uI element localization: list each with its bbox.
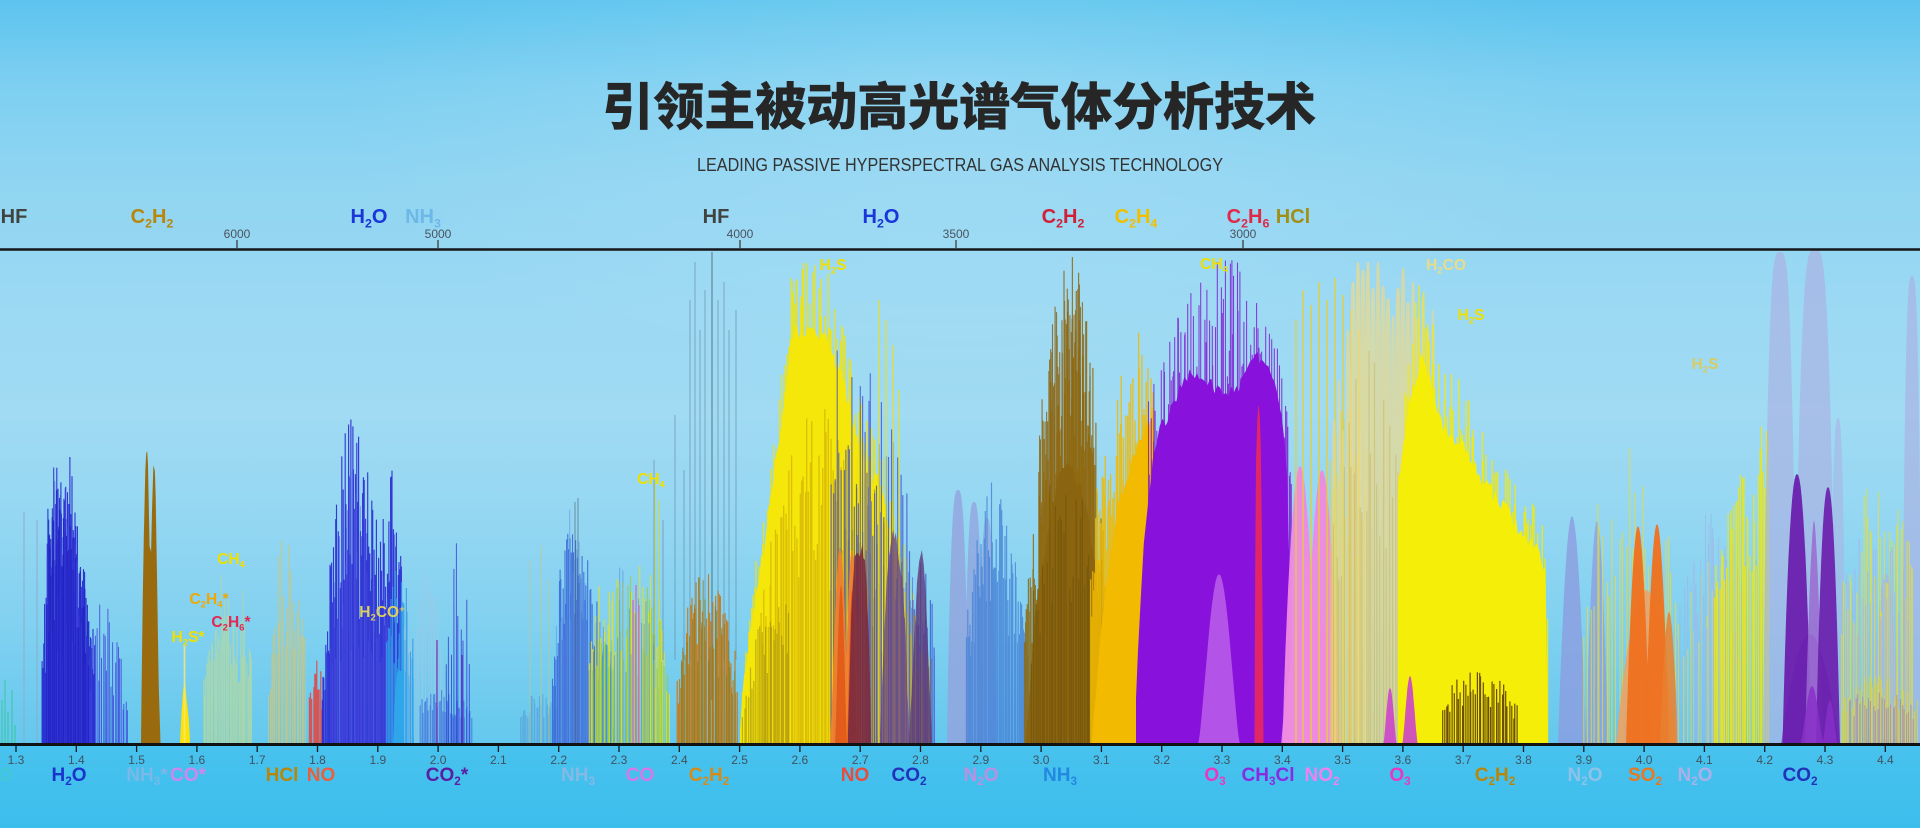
- svg-text:1.4: 1.4: [68, 753, 85, 767]
- svg-text:C2​H6​*: C2​H6​*: [211, 614, 251, 633]
- svg-text:H2​CO: H2​CO: [1426, 257, 1466, 276]
- svg-text:CH4​: CH4​: [1200, 256, 1228, 275]
- svg-text:C2​H2​: C2​H2​: [131, 206, 174, 230]
- svg-text:2.5: 2.5: [731, 753, 748, 767]
- svg-text:1.7: 1.7: [249, 753, 266, 767]
- svg-text:4000: 4000: [727, 227, 754, 241]
- svg-text:2.6: 2.6: [792, 753, 809, 767]
- svg-text:CH4​: CH4​: [217, 551, 245, 570]
- svg-text:1.8: 1.8: [309, 753, 326, 767]
- svg-text:HCl: HCl: [266, 765, 299, 786]
- svg-text:3.3: 3.3: [1214, 753, 1231, 767]
- svg-text:C2​H4​: C2​H4​: [1115, 206, 1158, 230]
- svg-text:CO2​*: CO2​*: [426, 765, 469, 788]
- svg-text:HCl: HCl: [1276, 206, 1310, 228]
- svg-text:LEADING PASSIVE HYPERSPECTRAL: LEADING PASSIVE HYPERSPECTRAL GAS ANALYS…: [697, 155, 1223, 175]
- svg-text:HF: HF: [703, 206, 730, 228]
- svg-text:4.0: 4.0: [1636, 753, 1653, 767]
- svg-text:3.0: 3.0: [1033, 753, 1050, 767]
- svg-text:3.1: 3.1: [1093, 753, 1110, 767]
- svg-text:CH4​: CH4​: [637, 471, 665, 490]
- svg-text:1.6: 1.6: [189, 753, 206, 767]
- svg-text:C2​H2​: C2​H2​: [1475, 765, 1516, 788]
- svg-text:C2​H4​*: C2​H4​*: [189, 591, 229, 610]
- svg-text:CO2​: CO2​: [891, 765, 927, 788]
- svg-text:NH3​: NH3​: [1043, 765, 1077, 788]
- svg-text:2.0: 2.0: [430, 753, 447, 767]
- svg-text:C2​H2​: C2​H2​: [689, 765, 730, 788]
- svg-text:3.4: 3.4: [1274, 753, 1291, 767]
- svg-text:NO: NO: [841, 765, 870, 786]
- svg-text:1.3: 1.3: [8, 753, 25, 767]
- svg-text:5000: 5000: [425, 227, 452, 241]
- svg-text:2.7: 2.7: [852, 753, 869, 767]
- svg-text:NH3​: NH3​: [405, 206, 441, 230]
- svg-text:O3​: O3​: [1204, 765, 1226, 788]
- svg-text:4.4: 4.4: [1877, 753, 1894, 767]
- svg-text:NO: NO: [307, 765, 336, 786]
- svg-text:2.8: 2.8: [912, 753, 929, 767]
- svg-text:N2​O: N2​O: [1567, 765, 1602, 788]
- svg-text:1.9: 1.9: [369, 753, 386, 767]
- svg-text:NH3​: NH3​: [561, 765, 595, 788]
- svg-text:H2CO+: H2CO+: [359, 604, 405, 623]
- svg-text:H2​O: H2​O: [51, 765, 86, 788]
- svg-text:6000: 6000: [224, 227, 251, 241]
- svg-text:SO2​: SO2​: [1628, 765, 1662, 788]
- svg-text:3500: 3500: [943, 227, 970, 241]
- svg-text:N2​O: N2​O: [963, 765, 998, 788]
- svg-text:H2​S*: H2​S*: [172, 629, 206, 648]
- svg-text:NO2​: NO2​: [1304, 765, 1340, 788]
- svg-text:H2​S: H2​S: [1692, 356, 1719, 375]
- svg-text:H2​O: H2​O: [351, 206, 388, 230]
- svg-text:4.1: 4.1: [1696, 753, 1713, 767]
- svg-text:1.5: 1.5: [128, 753, 145, 767]
- svg-text:2.4: 2.4: [671, 753, 688, 767]
- svg-text:HF: HF: [1, 206, 28, 228]
- svg-text:O3​: O3​: [1389, 765, 1411, 788]
- svg-text:CO*: CO*: [170, 765, 207, 786]
- svg-text:3.8: 3.8: [1515, 753, 1532, 767]
- svg-text:N2​O: N2​O: [1677, 765, 1712, 788]
- svg-text:3.9: 3.9: [1575, 753, 1592, 767]
- svg-text:NH3​*: NH3​*: [126, 765, 168, 788]
- svg-text:2.3: 2.3: [611, 753, 628, 767]
- svg-text:C2​H6​: C2​H6​: [1227, 206, 1270, 230]
- svg-text:CH3​Cl: CH3​Cl: [1241, 765, 1294, 788]
- svg-text:3.5: 3.5: [1334, 753, 1351, 767]
- svg-text:2.9: 2.9: [972, 753, 989, 767]
- svg-text:CO2​: CO2​: [1782, 765, 1818, 788]
- svg-text:H2​S: H2​S: [820, 257, 847, 276]
- svg-text:3.6: 3.6: [1395, 753, 1412, 767]
- svg-text:2​O: 2​O: [0, 765, 13, 788]
- svg-text:4.2: 4.2: [1756, 753, 1773, 767]
- svg-text:3000: 3000: [1230, 227, 1257, 241]
- svg-text:2.1: 2.1: [490, 753, 507, 767]
- svg-text:CO: CO: [626, 765, 655, 786]
- svg-text:3.7: 3.7: [1455, 753, 1472, 767]
- svg-text:H2​S: H2​S: [1458, 307, 1485, 326]
- svg-text:4.3: 4.3: [1817, 753, 1834, 767]
- svg-text:C2​H2​: C2​H2​: [1042, 206, 1085, 230]
- svg-text:2.2: 2.2: [550, 753, 567, 767]
- svg-text:H2​O: H2​O: [863, 206, 900, 230]
- svg-text:3.2: 3.2: [1153, 753, 1170, 767]
